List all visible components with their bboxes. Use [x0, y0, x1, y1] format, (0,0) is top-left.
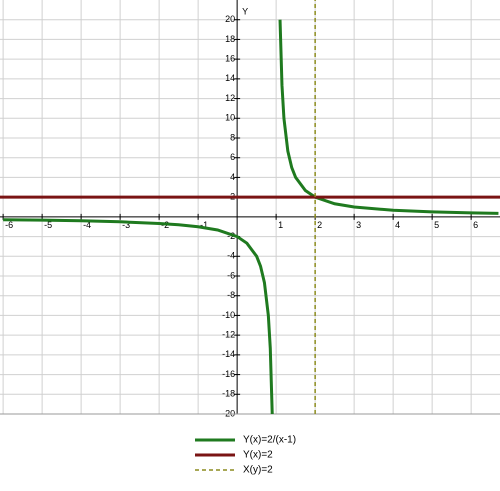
y-tick-label: 14: [225, 73, 235, 83]
x-tick-label: 6: [473, 220, 478, 230]
y-tick-label: -20: [222, 408, 235, 418]
y-tick-label: -6: [227, 270, 235, 280]
x-tick-label: -6: [5, 220, 13, 230]
y-tick-label: 16: [225, 54, 235, 64]
y-tick-label: 12: [225, 93, 235, 103]
y-tick-label: -10: [222, 310, 235, 320]
legend-label: Y(x)=2/(x-1): [243, 435, 296, 446]
x-tick-label: 3: [356, 220, 361, 230]
y-axis-label: Y: [242, 6, 248, 16]
y-tick-label: -16: [222, 369, 235, 379]
x-tick-label: 2: [317, 220, 322, 230]
plot-area: [0, 0, 500, 414]
y-tick-label: -8: [227, 290, 235, 300]
y-tick-label: -4: [227, 251, 235, 261]
legend: Y(x)=2/(x-1) Y(x)=2 X(y)=2: [195, 435, 296, 476]
y-tick-label: -12: [222, 330, 235, 340]
y-tick-label: 8: [230, 132, 235, 142]
legend-label: Y(x)=2: [243, 450, 273, 461]
y-tick-label: 6: [230, 152, 235, 162]
y-tick-label: -14: [222, 349, 235, 359]
series-line: [3, 19, 499, 414]
x-tick-label: -3: [122, 220, 130, 230]
y-tick-label: 10: [225, 113, 235, 123]
x-tick-label: 5: [434, 220, 439, 230]
y-tick-label: 20: [225, 14, 235, 24]
y-tick-label: 18: [225, 34, 235, 44]
x-tick-label: 4: [395, 220, 400, 230]
y-tick-label: 4: [230, 172, 235, 182]
legend-label: X(y)=2: [243, 465, 273, 476]
x-tick-label: 1: [278, 220, 283, 230]
grid: [0, 0, 500, 415]
x-tick-label: -1: [200, 220, 208, 230]
x-tick-label: -4: [83, 220, 91, 230]
y-tick-label: -18: [222, 389, 235, 399]
x-tick-label: -5: [44, 220, 52, 230]
